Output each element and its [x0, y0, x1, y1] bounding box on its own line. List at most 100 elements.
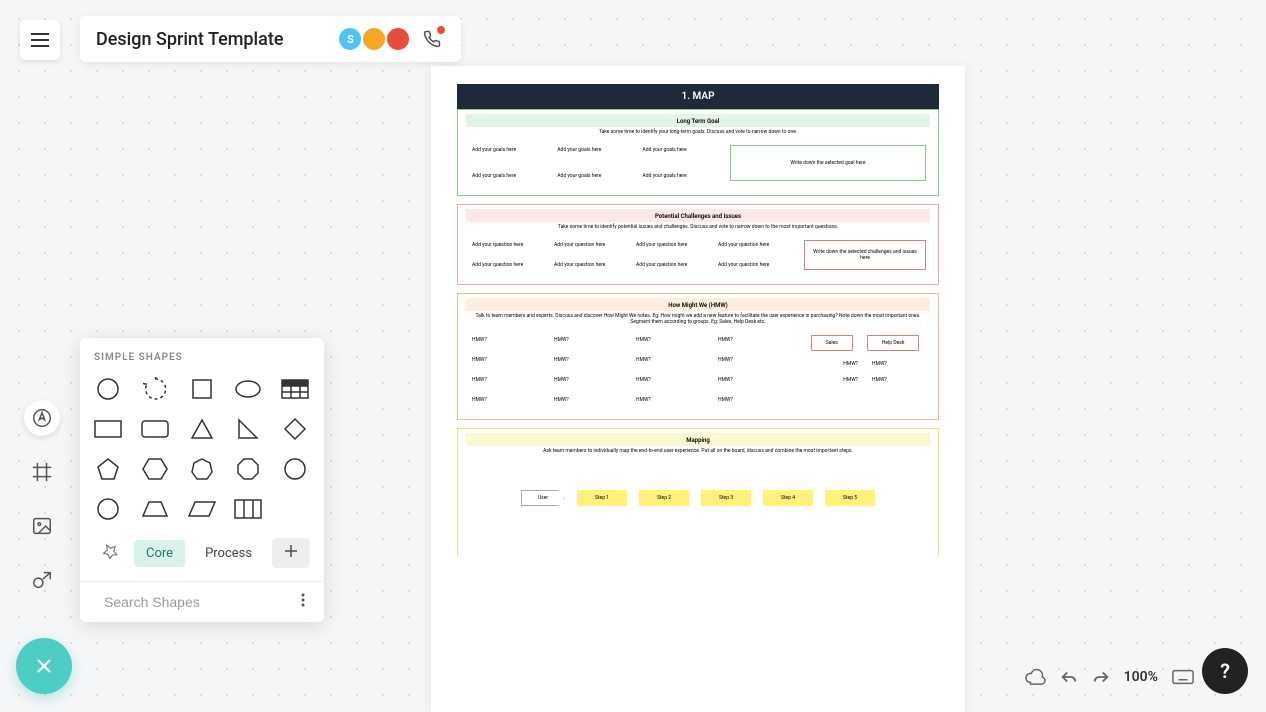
cell[interactable]: HMW? [472, 377, 548, 383]
help-button[interactable]: ? [1202, 648, 1248, 694]
cell[interactable]: Add your question here [718, 262, 794, 268]
cell[interactable]: Add your goals here [643, 173, 720, 179]
image-tool-icon[interactable] [24, 508, 60, 544]
hmw-group-a[interactable]: Sales [811, 335, 853, 351]
cell[interactable]: HMW? [718, 337, 794, 343]
keyboard-icon[interactable] [1172, 669, 1194, 685]
shape-nonagon[interactable] [281, 455, 309, 483]
close-panel-button[interactable] [16, 638, 72, 694]
hmw-group-b[interactable]: Help Desk [867, 335, 920, 351]
block-sub: Take some time to identify your long-ter… [466, 127, 930, 141]
cell[interactable]: Add your question here [472, 242, 548, 248]
cell[interactable]: Add your question here [554, 242, 630, 248]
panel-tabs: Core Process [94, 537, 310, 569]
shape-parallelogram[interactable] [188, 495, 216, 523]
shape-diamond[interactable] [281, 415, 309, 443]
section-header-map[interactable]: 1. MAP [457, 84, 939, 109]
block-sub: Talk to team members and experts. Discus… [466, 311, 930, 331]
hamburger-menu-button[interactable] [20, 20, 60, 60]
mapping-step[interactable]: Step 2 [639, 490, 689, 506]
shape-table[interactable] [281, 375, 309, 403]
cell[interactable]: HMW? [636, 377, 712, 383]
mapping-step[interactable]: Step 5 [825, 490, 875, 506]
undo-button[interactable] [1060, 669, 1078, 685]
panel-search [80, 581, 324, 612]
block-challenges[interactable]: Potential Challenges and Issues Take som… [457, 204, 939, 285]
panel-heading: SIMPLE SHAPES [94, 352, 310, 363]
cell[interactable]: HMW? [472, 357, 548, 363]
block-goal[interactable]: Long Term Goal Take some time to identif… [457, 109, 939, 196]
cell[interactable]: HMW? [718, 397, 794, 403]
redo-button[interactable] [1092, 669, 1110, 685]
shape-ellipse[interactable] [234, 375, 262, 403]
cell[interactable]: Add your goals here [643, 147, 720, 153]
shape-right-triangle[interactable] [234, 415, 262, 443]
cell[interactable]: Add your question here [554, 262, 630, 268]
cell[interactable]: HMW? [554, 337, 630, 343]
shape-circle[interactable] [94, 375, 122, 403]
cell[interactable]: HMW? [554, 397, 630, 403]
cloud-sync-icon[interactable] [1024, 668, 1046, 686]
cell[interactable]: HMW? [872, 377, 887, 383]
cell[interactable]: HMW? [636, 357, 712, 363]
add-tab-button[interactable] [272, 538, 310, 568]
challenges-selected-box[interactable]: Write down the selected challenges and i… [804, 240, 926, 270]
block-hmw[interactable]: How Might We (HMW) Talk to team members … [457, 293, 939, 420]
shape-heptagon[interactable] [188, 455, 216, 483]
cell[interactable]: HMW? [554, 357, 630, 363]
shape-triangle[interactable] [188, 415, 216, 443]
shape-pentagon[interactable] [94, 455, 122, 483]
cell[interactable]: HMW? [872, 361, 887, 367]
pen-tool-icon[interactable] [24, 400, 60, 436]
document-title[interactable]: Design Sprint Template [96, 29, 283, 50]
cell[interactable]: HMW? [472, 397, 548, 403]
frame-tool-icon[interactable] [24, 454, 60, 490]
cell[interactable]: Add your question here [636, 262, 712, 268]
avatar[interactable]: S [337, 26, 363, 52]
cell[interactable]: Add your question here [636, 242, 712, 248]
avatar[interactable] [385, 26, 411, 52]
cell[interactable]: Add your question here [718, 242, 794, 248]
cell[interactable]: HMW? [472, 337, 548, 343]
shape-octagon[interactable] [234, 455, 262, 483]
goal-cells: Add your goals here Add your goals here … [466, 141, 726, 185]
cell[interactable]: Add your goals here [472, 173, 549, 179]
mapping-step[interactable]: Step 4 [763, 490, 813, 506]
cell[interactable]: Add your question here [472, 262, 548, 268]
cell[interactable]: HMW? [554, 377, 630, 383]
mapping-step[interactable]: Step 1 [577, 490, 627, 506]
shapes-tool-icon[interactable] [24, 562, 60, 598]
shape-rectangle[interactable] [94, 415, 122, 443]
zoom-level[interactable]: 100% [1124, 669, 1158, 685]
shape-empty [281, 495, 309, 523]
call-button[interactable] [419, 26, 445, 52]
cell[interactable]: HMW? [718, 357, 794, 363]
mapping-step[interactable]: Step 3 [701, 490, 751, 506]
mapping-user[interactable]: User [521, 490, 565, 506]
cell[interactable]: Add your goals here [557, 147, 634, 153]
cell[interactable]: HMW? [636, 337, 712, 343]
shape-trapezoid[interactable] [141, 495, 169, 523]
cell[interactable]: Add your goals here [557, 173, 634, 179]
shape-grid3[interactable] [234, 495, 262, 523]
panel-more-button[interactable] [295, 592, 311, 612]
shape-hexagon[interactable] [141, 455, 169, 483]
tab-process[interactable]: Process [193, 540, 264, 567]
cell[interactable]: HMW? [843, 361, 858, 367]
shape-square[interactable] [188, 375, 216, 403]
pin-tab-button[interactable] [94, 537, 126, 569]
shape-rounded-rect[interactable] [141, 415, 169, 443]
cell[interactable]: HMW? [636, 397, 712, 403]
avatar[interactable] [361, 26, 387, 52]
tab-core[interactable]: Core [134, 540, 185, 567]
search-input[interactable] [104, 594, 285, 610]
block-mapping[interactable]: Mapping Ask team members to individually… [457, 428, 939, 556]
cell[interactable]: HMW? [843, 377, 858, 383]
cell[interactable]: HMW? [718, 377, 794, 383]
block-title: Mapping [466, 433, 930, 446]
cell[interactable]: Add your goals here [472, 147, 549, 153]
canvas-frame[interactable]: 1. MAP Long Term Goal Take some time to … [431, 66, 965, 712]
shape-arc[interactable] [141, 375, 169, 403]
shape-decagon[interactable] [94, 495, 122, 523]
goal-selected-box[interactable]: Write down the selected goal here [730, 145, 926, 181]
